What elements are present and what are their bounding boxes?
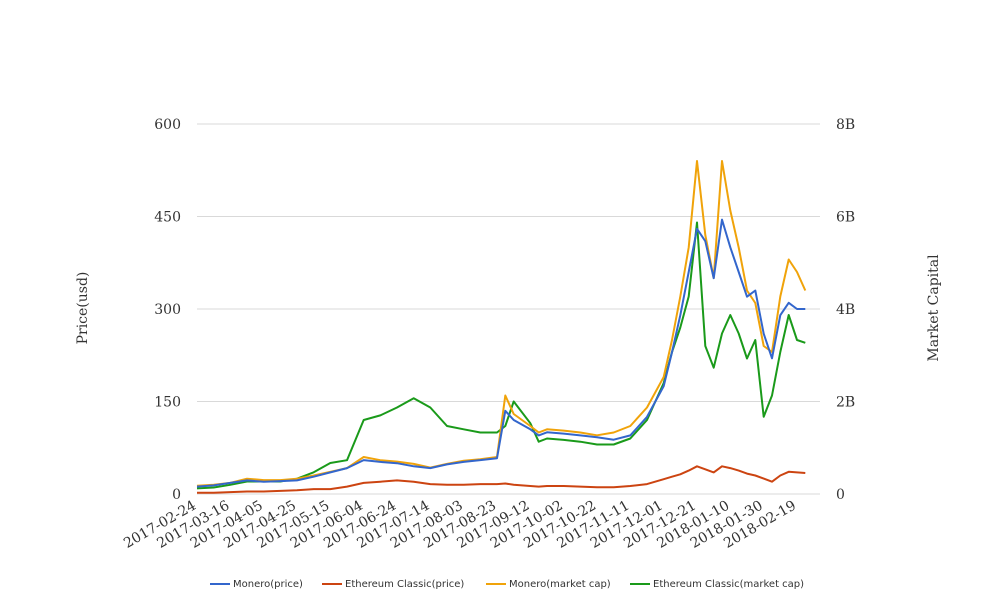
series-line-ethereum-classic-market-cap-	[196, 221, 806, 490]
left-axis-title: Price(usd)	[75, 272, 91, 345]
left-tick-label: 0	[172, 487, 181, 503]
series-lines	[196, 160, 807, 494]
legend-label: Ethereum Classic(market cap)	[653, 579, 804, 590]
right-tick-label: 4B	[836, 302, 855, 318]
series-line-ethereum-classic-price-	[197, 465, 806, 494]
legend-label: Ethereum Classic(price)	[345, 579, 464, 590]
right-tick-label: 6B	[836, 210, 855, 226]
right-tick-label: 2B	[836, 395, 855, 411]
left-tick-label: 450	[154, 210, 181, 226]
right-tick-label: 8B	[836, 117, 855, 133]
left-y-axis-ticks: 0 150 300 450 600	[154, 117, 181, 503]
right-y-axis-ticks: 0 2B 4B 6B 8B	[836, 117, 855, 503]
series-line-monero-price-	[196, 218, 806, 488]
legend: Monero(price) Ethereum Classic(price) Mone…	[210, 579, 804, 590]
right-tick-label: 0	[836, 487, 845, 503]
x-axis-ticks: 2017-02-242017-03-162017-04-052017-04-25…	[121, 498, 799, 552]
legend-label: Monero(market cap)	[509, 579, 611, 590]
left-tick-label: 150	[154, 395, 181, 411]
right-axis-title: Market Capital	[926, 254, 942, 362]
left-tick-label: 300	[154, 302, 181, 318]
left-tick-label: 600	[154, 117, 181, 133]
legend-label: Monero(price)	[233, 579, 303, 590]
gridlines	[197, 123, 820, 495]
